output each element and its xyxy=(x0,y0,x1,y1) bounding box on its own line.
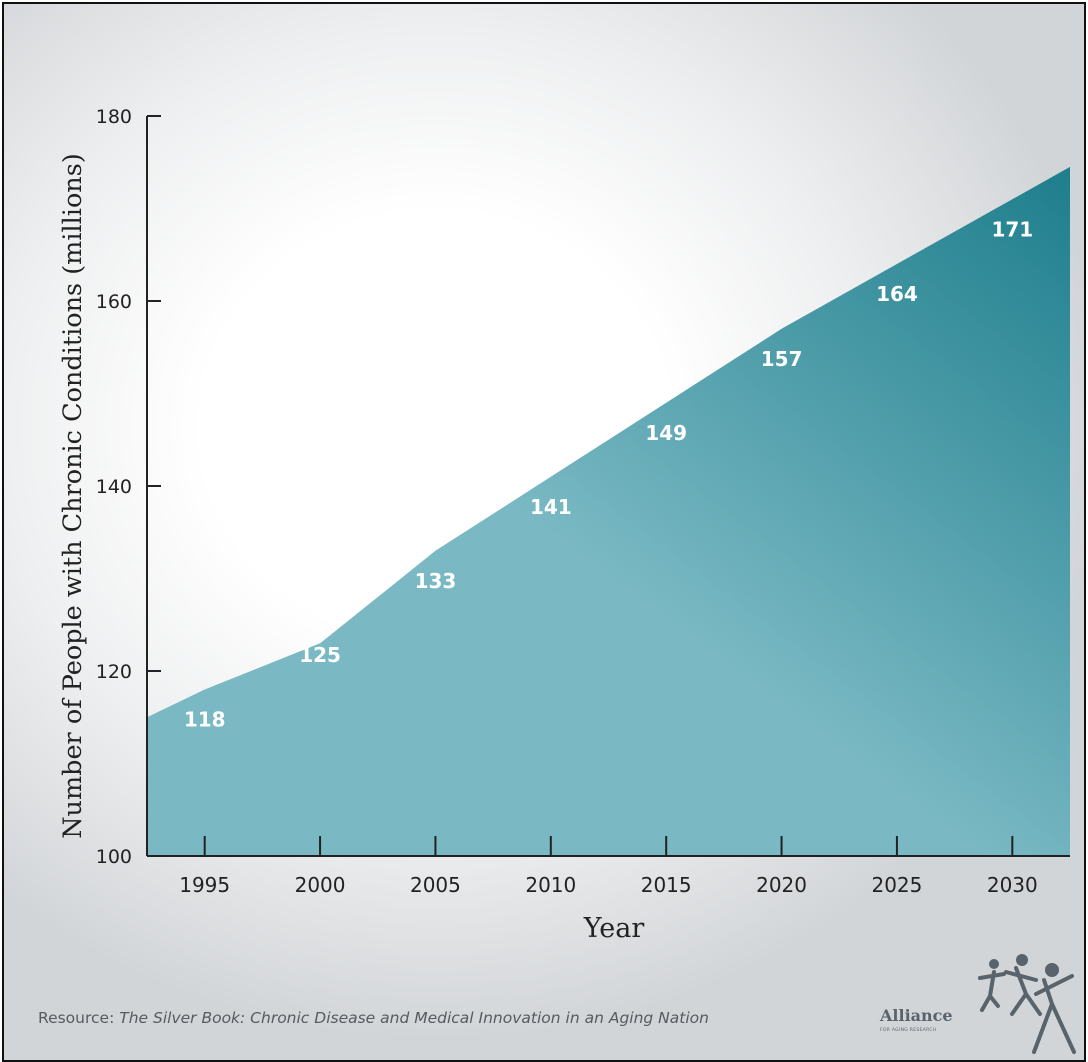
logo-subtitle: FOR AGING RESEARCH xyxy=(880,1028,937,1033)
y-tick-label: 180 xyxy=(96,106,132,128)
x-tick-label: 2030 xyxy=(987,873,1038,897)
data-label: 149 xyxy=(645,421,687,445)
y-tick-label: 120 xyxy=(96,661,132,683)
data-label: 125 xyxy=(299,643,341,667)
data-label: 141 xyxy=(530,495,572,519)
x-tick-label: 1995 xyxy=(179,873,230,897)
x-tick-label: 2005 xyxy=(410,873,461,897)
y-axis-title: Number of People with Chronic Conditions… xyxy=(58,153,88,839)
source-note: Resource: The Silver Book: Chronic Disea… xyxy=(38,1009,709,1027)
data-label: 118 xyxy=(184,708,226,732)
x-tick-label: 2020 xyxy=(756,873,807,897)
alliance-logo: Alliance FOR AGING RESEARCH xyxy=(876,944,1076,1056)
data-label: 157 xyxy=(761,347,803,371)
data-label: 133 xyxy=(415,569,457,593)
x-tick-label: 2000 xyxy=(295,873,346,897)
source-title: The Silver Book: Chronic Disease and Med… xyxy=(119,1009,709,1027)
y-tick-label: 160 xyxy=(96,291,132,313)
x-tick-label: 2025 xyxy=(871,873,922,897)
area-chart: 100 120 140 160 180 1995 2000 2005 2010 2015 2020 2… xyxy=(58,106,1070,944)
x-tick-label: 2015 xyxy=(641,873,692,897)
y-tick-label: 100 xyxy=(96,846,132,868)
logo-figures-icon xyxy=(978,954,1076,1054)
data-label: 171 xyxy=(991,217,1033,241)
area-series xyxy=(147,166,1070,856)
x-tick-label: 2010 xyxy=(525,873,576,897)
source-prefix: Resource: xyxy=(38,1009,120,1027)
x-axis-title: Year xyxy=(583,913,645,944)
y-tick-label: 140 xyxy=(96,476,132,498)
logo-name: Alliance xyxy=(880,1006,953,1025)
data-label: 164 xyxy=(876,282,918,306)
